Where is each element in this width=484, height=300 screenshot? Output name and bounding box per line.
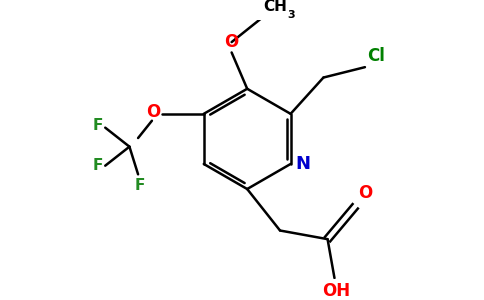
- Text: O: O: [358, 184, 372, 202]
- Text: Cl: Cl: [367, 46, 384, 64]
- Text: 3: 3: [288, 10, 295, 20]
- Text: N: N: [295, 155, 310, 173]
- Text: F: F: [135, 178, 145, 193]
- Text: O: O: [225, 33, 239, 51]
- Text: F: F: [92, 158, 103, 173]
- Text: O: O: [146, 103, 161, 121]
- Text: OH: OH: [322, 282, 350, 300]
- Text: F: F: [92, 118, 103, 134]
- Text: CH: CH: [264, 0, 287, 14]
